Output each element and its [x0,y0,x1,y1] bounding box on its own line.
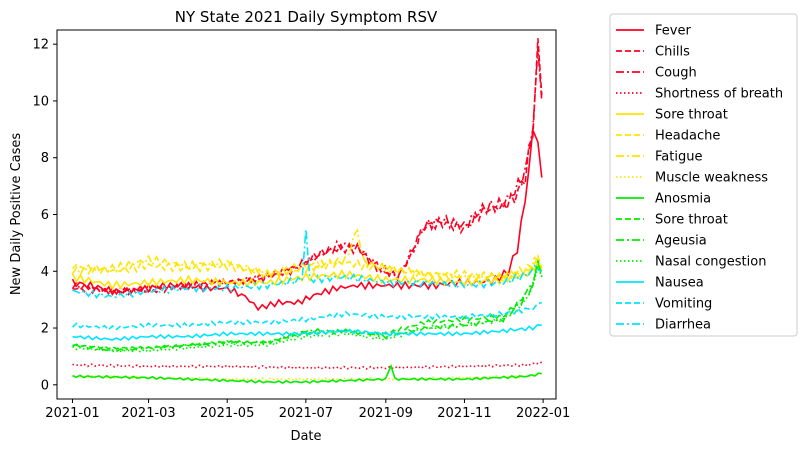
y-tick-label: 10 [32,94,49,109]
legend: Fever Chills Cough Shortness of breath Sore … [609,13,798,337]
legend-label: Headache [655,129,720,144]
plot-lines [71,38,543,385]
x-tick-label: 2021-01 [45,406,99,421]
y-tick-label: 0 [41,378,49,393]
series-line-vomiting-13 [71,301,543,331]
legend-label: Nausea [655,276,704,291]
y-tick-label: 4 [41,265,49,280]
x-tick-label: 2021-03 [121,406,175,421]
x-tick-label: 2021-11 [437,406,491,421]
legend-label: Fatigue [655,150,702,165]
legend-label: Chills [655,45,690,60]
x-tick-label: 2021-05 [200,406,254,421]
y-tick-label: 2 [41,322,49,337]
y-tick-label: 6 [41,208,49,223]
x-axis: 2021-01 2021-03 2021-05 2021-07 2021-09 2021-… [45,399,570,421]
series-line-sore-throat-4 [71,259,543,291]
series-line-nausea-12 [72,324,542,342]
legend-label: Nasal congestion [655,255,766,270]
series-line-chills-1 [72,38,543,296]
series-line-nasal-congestion-11 [72,264,543,353]
legend-frame [609,13,798,337]
x-tick-label: 2021-09 [359,406,413,421]
legend-label: Vomiting [655,297,712,312]
plot-frame [56,29,557,400]
series-line-shortness-of-breath-3 [72,361,543,370]
y-tick-label: 12 [32,38,49,53]
x-tick-label: 2021-07 [279,406,333,421]
legend-label: Fever [655,24,691,39]
legend-label: Muscle weakness [655,171,768,186]
legend-label: Cough [655,66,697,81]
y-axis-label: New Daily Positive Cases [9,133,24,296]
legend-label: Sore throat [655,108,728,123]
x-tick-label: 2022-01 [516,406,570,421]
series-line-cough-2 [71,48,543,296]
legend-label: Shortness of breath [655,87,783,102]
legend-label: Diarrhea [655,318,711,333]
y-axis: 0 2 4 6 8 10 12 [32,38,57,393]
series-line-anosmia-8 [72,363,542,385]
series-line-fever-0 [71,129,543,312]
legend-label: Ageusia [655,234,707,249]
series-line-diarrhea-14 [72,229,543,300]
legend-label: Sore throat [655,213,728,228]
x-axis-label: Date [290,429,321,444]
chart-title: NY State 2021 Daily Symptom RSV [175,8,438,26]
series-line-muscle-weakness-7 [72,372,543,382]
y-tick-label: 8 [41,151,49,166]
series-line-headache-5 [71,253,543,282]
legend-label: Anosmia [655,192,711,207]
